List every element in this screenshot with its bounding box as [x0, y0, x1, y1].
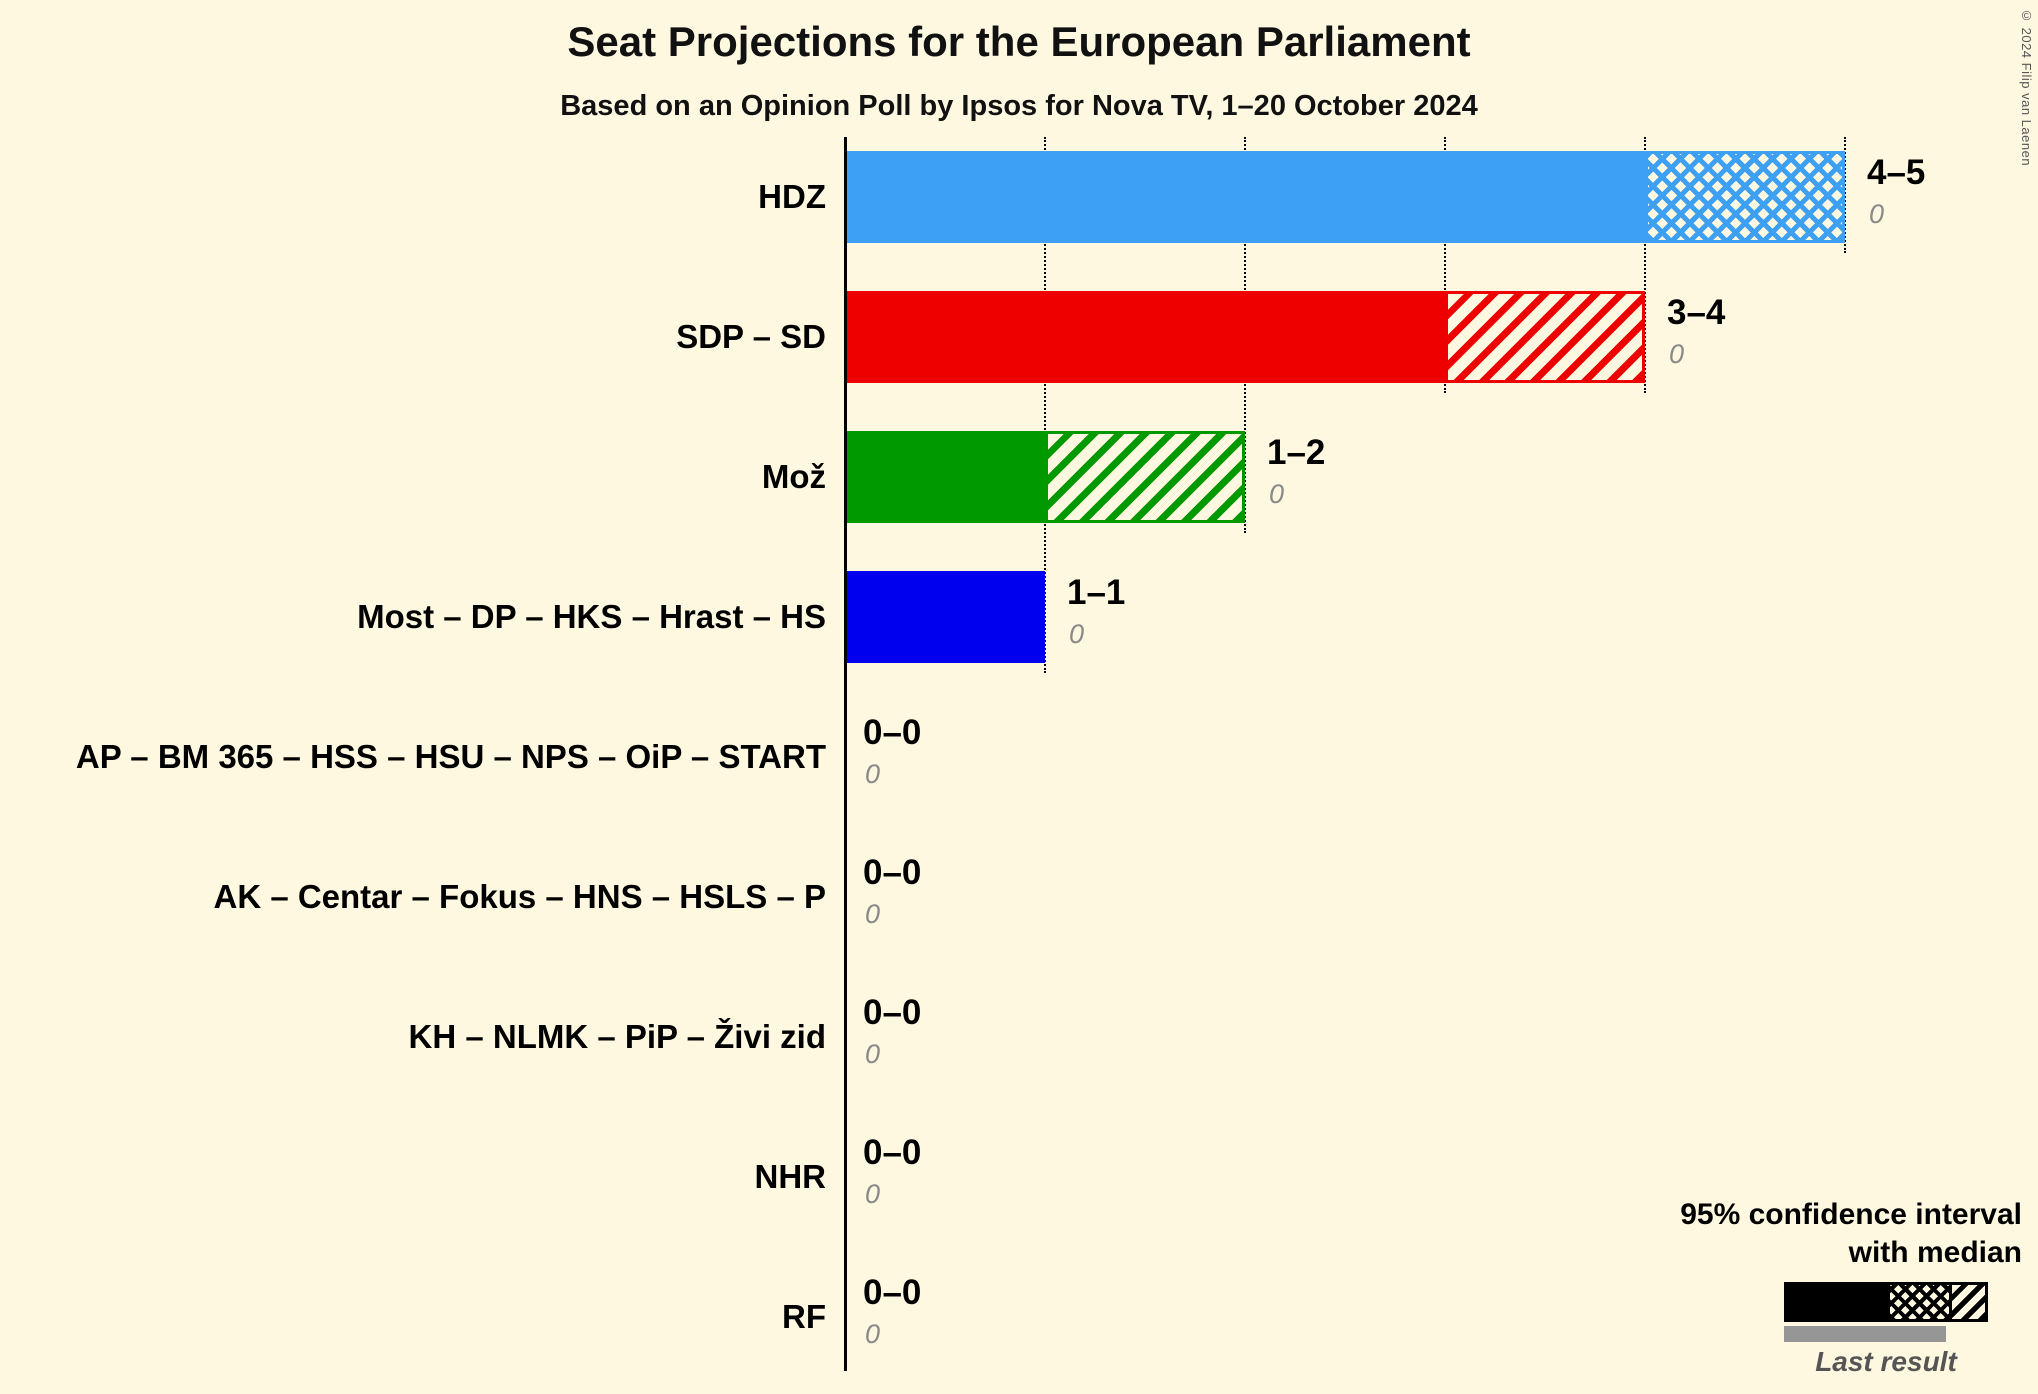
y-axis-line: [844, 137, 847, 1371]
party-label: AP – BM 365 – HSS – HSU – NPS – OiP – ST…: [75, 738, 826, 775]
value-range-label: 0–0: [863, 993, 922, 1032]
party-label: Most – DP – HKS – Hrast – HS: [357, 598, 826, 635]
median-guide-line: [1644, 137, 1646, 393]
value-range-label: 0–0: [863, 1133, 922, 1172]
legend-ci-text-line2: with median: [1848, 1236, 2022, 1269]
confidence-bar-solid: [845, 151, 1645, 243]
last-result-value: 0: [865, 899, 881, 929]
party-label: KH – NLMK – PiP – Živi zid: [408, 1018, 826, 1055]
median-guide-line: [1444, 137, 1446, 393]
party-label: NHR: [754, 1158, 827, 1195]
value-range-label: 3–4: [1667, 293, 1726, 332]
last-result-value: 0: [1269, 479, 1285, 509]
legend-solid-segment: [1787, 1285, 1887, 1319]
value-range-label: 1–2: [1267, 433, 1326, 472]
last-result-value: 0: [1869, 199, 1885, 229]
value-range-label: 0–0: [863, 1273, 922, 1312]
confidence-bar-hatched: [1445, 291, 1645, 383]
last-result-value: 0: [1669, 339, 1685, 369]
confidence-bar-solid: [845, 571, 1045, 663]
legend-last-result-label: Last result: [1815, 1346, 1957, 1377]
party-label: Mož: [761, 458, 826, 495]
last-result-value: 0: [865, 1319, 881, 1349]
value-range-label: 1–1: [1067, 573, 1126, 612]
confidence-bar-solid: [845, 431, 1045, 523]
last-result-value: 0: [865, 1179, 881, 1209]
last-result-value: 0: [1069, 619, 1085, 649]
copyright-note: © 2024 Filip van Laenen: [2019, 8, 2034, 167]
value-range-label: 0–0: [863, 713, 922, 752]
last-result-value: 0: [865, 1039, 881, 1069]
confidence-bar-solid: [845, 291, 1445, 383]
median-guide-line: [1044, 137, 1046, 673]
confidence-bar-hatched: [1645, 151, 1845, 243]
chart-title: Seat Projections for the European Parlia…: [567, 18, 1471, 65]
legend-ci-text-line1: 95% confidence interval: [1680, 1198, 2022, 1231]
legend-diagonal-segment: [1949, 1285, 1985, 1319]
party-label: RF: [782, 1298, 826, 1335]
median-guide-line: [1844, 137, 1846, 253]
party-label: SDP – SD: [676, 318, 826, 355]
legend-crosshatch-segment: [1887, 1285, 1949, 1319]
last-result-value: 0: [865, 759, 881, 789]
party-label: HDZ: [758, 178, 826, 215]
value-range-label: 4–5: [1867, 153, 1926, 192]
chart-subtitle: Based on an Opinion Poll by Ipsos for No…: [560, 90, 1478, 122]
legend-ci-sample-bar: [1784, 1282, 1988, 1322]
legend-last-result-bar: [1784, 1326, 1946, 1342]
party-label: AK – Centar – Fokus – HNS – HSLS – P: [213, 878, 826, 915]
value-range-label: 0–0: [863, 853, 922, 892]
confidence-bar-hatched: [1045, 431, 1245, 523]
